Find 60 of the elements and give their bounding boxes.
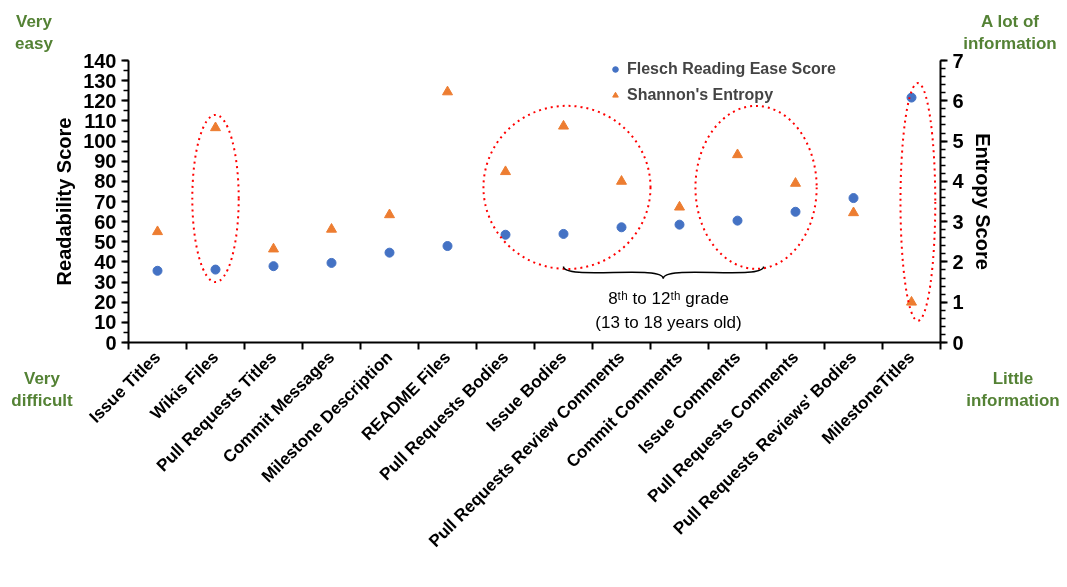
y-tick-label: 120	[83, 89, 117, 112]
y-tick-label: 130	[83, 69, 117, 92]
y2-axis-title: Entropy Score	[971, 133, 994, 270]
y-tick-label: 90	[94, 150, 117, 173]
text: Little information	[966, 368, 1060, 413]
point	[326, 257, 337, 268]
point	[268, 242, 279, 253]
point	[790, 177, 801, 187]
point	[906, 295, 917, 306]
y2-tick-label: 1	[952, 291, 964, 314]
point	[442, 85, 453, 96]
y-tick-label: 80	[94, 170, 117, 193]
point	[384, 247, 395, 258]
point	[152, 265, 163, 276]
y-tick-label: 40	[94, 250, 117, 273]
point	[500, 229, 511, 240]
text: A lot of information	[963, 11, 1057, 56]
y2-tick-label: 5	[952, 130, 964, 153]
y-tick-label: 100	[83, 130, 117, 153]
point	[848, 193, 859, 204]
point	[616, 222, 627, 233]
point	[616, 175, 627, 185]
point	[500, 165, 511, 176]
y-tick-label: 60	[94, 210, 117, 233]
y-tick-label: 70	[94, 190, 117, 213]
point	[210, 264, 221, 275]
text: Very difficult	[11, 368, 73, 413]
point	[732, 148, 743, 159]
point	[906, 92, 917, 103]
point	[268, 261, 279, 272]
point	[558, 228, 569, 239]
y2-tick-label: 4	[952, 170, 965, 193]
point	[326, 223, 337, 233]
point	[674, 219, 685, 230]
point	[152, 225, 163, 236]
y-tick-label: 30	[94, 271, 117, 294]
point	[210, 121, 221, 132]
y-tick-label: 10	[94, 311, 117, 334]
legend-label: Shannon's Entropy	[627, 86, 774, 104]
y-axis-title: Readability Score	[53, 117, 76, 286]
legend-label: Flesch Reading Ease Score	[627, 60, 836, 78]
point	[732, 215, 743, 226]
text: Very easy	[15, 11, 53, 56]
y-tick-label: 0	[105, 331, 117, 354]
point	[384, 208, 395, 219]
y-tick-label: 50	[94, 230, 117, 253]
point	[442, 241, 453, 252]
y2-tick-label: 3	[952, 210, 964, 233]
annotation: 8ᵗʰ to 12ᵗʰ grade (13 to 18 years old)	[595, 288, 742, 333]
y-tick-label: 110	[84, 109, 117, 132]
point	[848, 206, 859, 217]
y2-tick-label: 6	[952, 89, 964, 112]
y-tick-label: 20	[94, 291, 117, 314]
y2-tick-label: 7	[952, 49, 964, 72]
point	[674, 200, 685, 211]
y2-tick-label: 2	[952, 250, 964, 273]
point	[558, 119, 569, 130]
y2-tick-label: 0	[952, 331, 964, 354]
point	[790, 206, 801, 217]
y-tick-label: 140	[83, 49, 117, 72]
